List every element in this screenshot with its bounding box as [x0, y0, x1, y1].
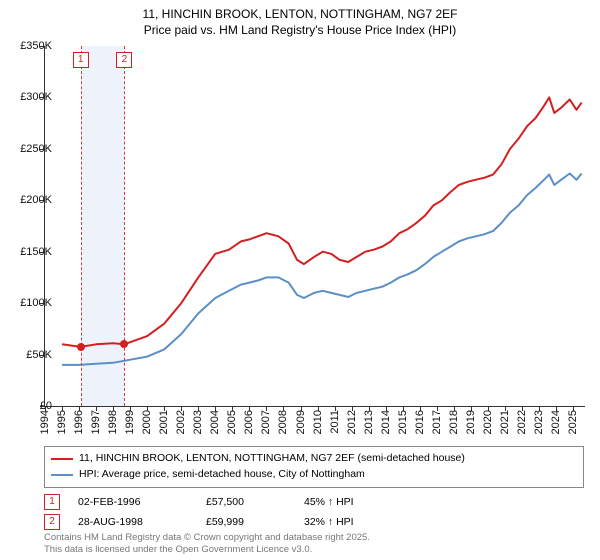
sale-price: £57,500 — [206, 496, 286, 508]
x-tick-label: 1994 — [39, 410, 51, 434]
series-line — [62, 97, 582, 347]
chart-title: 11, HINCHIN BROOK, LENTON, NOTTINGHAM, N… — [0, 0, 600, 38]
x-tick-label: 2011 — [329, 410, 341, 434]
y-tick-label: £350K — [20, 40, 52, 52]
sale-dash-line — [81, 46, 82, 406]
x-tick-label: 2009 — [295, 410, 307, 434]
attribution-line-2: This data is licensed under the Open Gov… — [44, 544, 370, 556]
y-tick-label: £50K — [26, 349, 52, 361]
sale-row: 2 28-AUG-1998 £59,999 32% ↑ HPI — [44, 514, 584, 530]
x-tick-label: 2013 — [363, 410, 375, 434]
swatch-hpi — [51, 474, 73, 476]
sale-number-box: 1 — [73, 52, 89, 68]
x-tick-label: 2008 — [277, 410, 289, 434]
x-tick-label: 1996 — [73, 410, 85, 434]
x-tick-label: 2025 — [567, 410, 579, 434]
sale-date: 02-FEB-1996 — [78, 496, 188, 508]
sale-row: 1 02-FEB-1996 £57,500 45% ↑ HPI — [44, 494, 584, 510]
sales-table: 1 02-FEB-1996 £57,500 45% ↑ HPI 2 28-AUG-1998… — [44, 494, 584, 530]
x-tick-label: 2006 — [243, 410, 255, 434]
sale-dash-line — [124, 46, 125, 406]
sale-marker — [120, 340, 128, 348]
x-tick-label: 2005 — [226, 410, 238, 434]
x-tick-label: 2021 — [499, 410, 511, 434]
x-tick-label: 2018 — [448, 410, 460, 434]
y-tick-label: £300K — [20, 91, 52, 103]
line-svg — [45, 46, 585, 406]
x-tick-label: 2017 — [431, 410, 443, 434]
sale-number-box: 2 — [116, 52, 132, 68]
x-tick-label: 2000 — [141, 410, 153, 434]
x-tick-label: 2023 — [533, 410, 545, 434]
y-tick-label: £100K — [20, 297, 52, 309]
legend-block: 11, HINCHIN BROOK, LENTON, NOTTINGHAM, N… — [44, 446, 584, 534]
sale-price: £59,999 — [206, 516, 286, 528]
legend-row-hpi: HPI: Average price, semi-detached house,… — [51, 467, 577, 483]
sale-vs-hpi: 45% ↑ HPI — [304, 496, 404, 508]
x-tick-label: 2002 — [175, 410, 187, 434]
x-tick-label: 2004 — [209, 410, 221, 434]
y-tick-label: £250K — [20, 143, 52, 155]
x-tick-label: 2019 — [465, 410, 477, 434]
sale-index-box: 2 — [44, 514, 60, 530]
y-tick-label: £0 — [40, 400, 52, 412]
legend-label-hpi: HPI: Average price, semi-detached house,… — [79, 467, 365, 483]
title-line-1: 11, HINCHIN BROOK, LENTON, NOTTINGHAM, N… — [0, 6, 600, 22]
legend-label-price-paid: 11, HINCHIN BROOK, LENTON, NOTTINGHAM, N… — [79, 451, 465, 467]
x-tick-label: 1999 — [124, 410, 136, 434]
x-tick-label: 2016 — [414, 410, 426, 434]
x-tick-label: 2020 — [482, 410, 494, 434]
attribution: Contains HM Land Registry data © Crown c… — [44, 532, 370, 556]
series-line — [62, 174, 582, 365]
y-tick-label: £150K — [20, 246, 52, 258]
x-tick-label: 2003 — [192, 410, 204, 434]
x-tick-label: 2010 — [312, 410, 324, 434]
series-legend: 11, HINCHIN BROOK, LENTON, NOTTINGHAM, N… — [44, 446, 584, 488]
x-tick-label: 1998 — [107, 410, 119, 434]
x-tick-label: 2014 — [380, 410, 392, 434]
y-tick-label: £200K — [20, 194, 52, 206]
x-tick-label: 2022 — [516, 410, 528, 434]
title-line-2: Price paid vs. HM Land Registry's House … — [0, 22, 600, 38]
x-tick-label: 2015 — [397, 410, 409, 434]
x-tick-label: 2012 — [346, 410, 358, 434]
sale-vs-hpi: 32% ↑ HPI — [304, 516, 404, 528]
sale-index-box: 1 — [44, 494, 60, 510]
plot-region: 1219941995199619971998199920002001200220… — [44, 46, 585, 407]
swatch-price-paid — [51, 458, 73, 460]
x-tick-label: 2007 — [260, 410, 272, 434]
legend-row-price-paid: 11, HINCHIN BROOK, LENTON, NOTTINGHAM, N… — [51, 451, 577, 467]
attribution-line-1: Contains HM Land Registry data © Crown c… — [44, 532, 370, 544]
sale-marker — [77, 343, 85, 351]
sale-date: 28-AUG-1998 — [78, 516, 188, 528]
x-tick-label: 2024 — [550, 410, 562, 434]
x-tick-label: 1995 — [56, 410, 68, 434]
x-tick-label: 2001 — [158, 410, 170, 434]
x-tick-label: 1997 — [90, 410, 102, 434]
chart-area: 1219941995199619971998199920002001200220… — [44, 46, 584, 406]
